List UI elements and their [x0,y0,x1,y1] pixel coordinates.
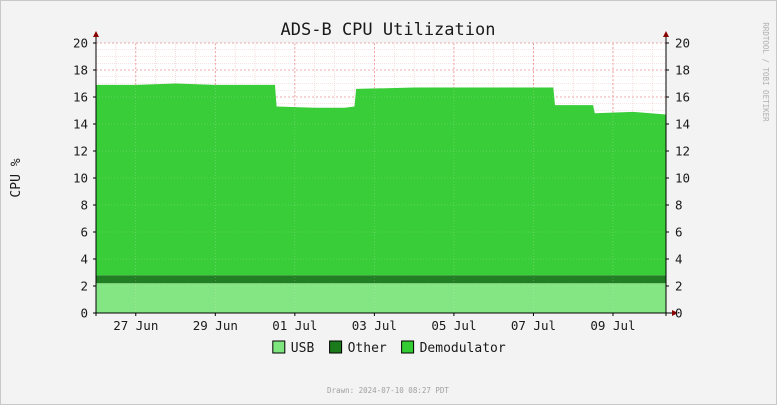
y-tick-label-right: 10 [675,171,690,186]
legend-label-other: Other [348,341,387,356]
area-series-usb [96,283,666,313]
y-tick-label-left: 0 [80,306,88,321]
legend-swatch-usb [272,340,286,354]
y-tick-label-left: 14 [73,117,88,132]
x-tick-label: 01 Jul [272,318,317,333]
y-tick-label-left: 20 [73,36,88,51]
tick-labels: 0 0 2 2 4 4 6 6 8 8 10 10 12 12 14 14 16 16 18 18 20 20 27 Jun… [73,36,690,334]
y-tick-label-left: 10 [73,171,88,186]
y-tick-label-right: 20 [675,36,690,51]
plot-area [96,42,666,314]
area-series-other [96,275,666,284]
chart-title: ADS-B CPU Utilization [281,20,496,40]
y-axis-label: CPU % [9,158,24,197]
area-series-demodulator [96,83,666,276]
y-tick-label-left: 6 [80,225,88,240]
y-tick-label-left: 12 [73,144,88,159]
y-tick-label-right: 4 [675,252,683,267]
legend: USB Other Demodulator [272,340,506,356]
x-tick-label: 29 Jun [193,318,238,333]
drawn-timestamp: Drawn: 2024-07-10 08:27 PDT [327,386,449,395]
y-tick-label-right: 14 [675,117,690,132]
legend-swatch-other [329,340,343,354]
x-tick-label: 07 Jul [511,318,556,333]
y-tick-label-right: 6 [675,225,683,240]
y-tick-label-right: 0 [675,306,683,321]
y-tick-label-right: 2 [675,279,683,294]
x-axis-arrow [672,310,678,316]
y-tick-label-left: 16 [73,90,88,105]
y-tick-label-right: 16 [675,90,690,105]
legend-label-demodulator: Demodulator [420,341,506,356]
x-tick-label: 09 Jul [590,318,635,333]
watermark: RRDTOOL / TOBI OETIKER [761,22,770,122]
y-tick-label-left: 8 [80,198,88,213]
legend-swatch-demodulator [401,340,415,354]
y-tick-label-left: 18 [73,63,88,78]
y-tick-label-right: 12 [675,144,690,159]
x-tick-label: 27 Jun [113,318,158,333]
axes [93,31,678,316]
legend-label-usb: USB [291,341,315,356]
y-axis-arrow-left [93,31,99,37]
x-tick-label: 03 Jul [352,318,397,333]
y-tick-label-left: 2 [80,279,88,294]
y-tick-label-right: 18 [675,63,690,78]
y-tick-label-left: 4 [80,252,88,267]
x-tick-label: 05 Jul [431,318,476,333]
y-axis-arrow-right [663,31,669,37]
y-tick-label-right: 8 [675,198,683,213]
